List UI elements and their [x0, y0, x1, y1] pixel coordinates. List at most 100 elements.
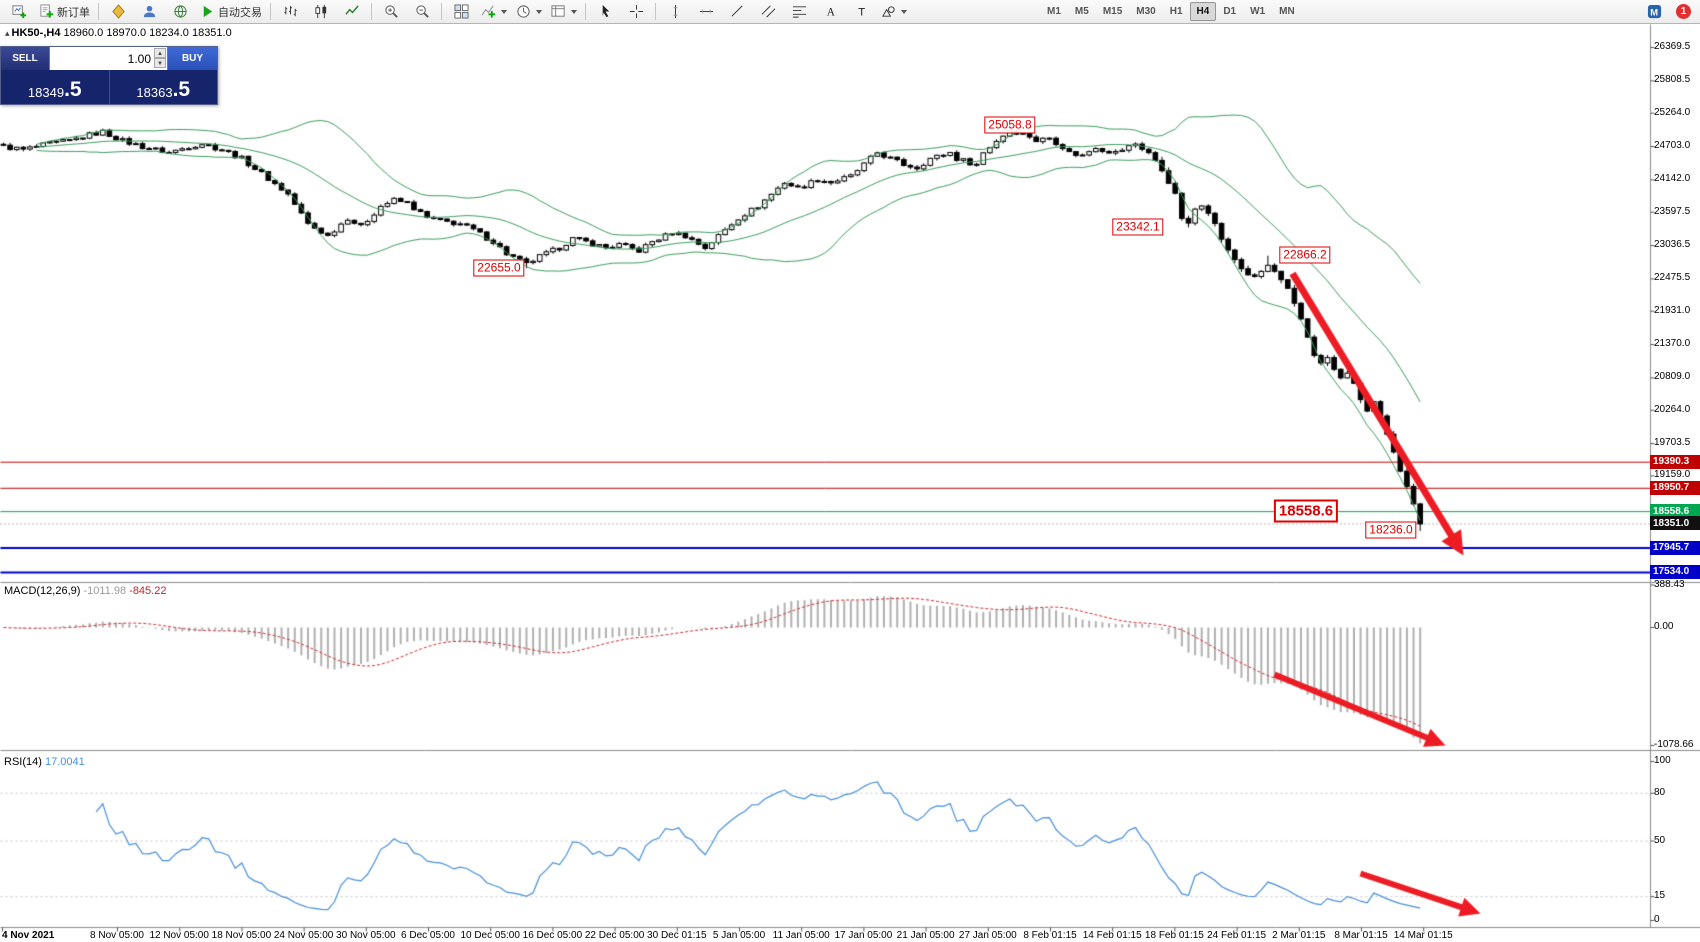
community-button[interactable]: M [1639, 1, 1669, 23]
time-axis-label: 21 Jan 05:00 [896, 930, 955, 941]
periods-button[interactable] [512, 1, 546, 23]
timeframe-h1-button[interactable]: H1 [1169, 6, 1183, 17]
community-icon: M [1647, 4, 1662, 19]
zoom-out-icon [415, 4, 430, 19]
price-axis-value: 20809.0 [1654, 371, 1691, 383]
svg-text:T: T [858, 6, 865, 18]
trendline-tool-button[interactable] [722, 1, 752, 23]
zoom-out-button[interactable] [407, 1, 437, 23]
strategy-tester-button[interactable] [165, 1, 195, 23]
new-chart-button[interactable] [4, 1, 34, 23]
dropdown-caret-icon [901, 9, 907, 14]
time-axis-label: 27 Jan 05:00 [958, 930, 1017, 941]
price-flag: 23342.1 [1112, 218, 1164, 236]
timeframe-h4-button[interactable]: H4 [1189, 2, 1217, 21]
crosshair-tool-button[interactable] [621, 1, 651, 23]
buy-price-big: .5 [172, 78, 191, 101]
shapes-icon [881, 4, 896, 19]
time-axis-label: 6 Dec 05:00 [401, 930, 455, 941]
chart-canvas[interactable] [0, 24, 1700, 942]
bar-chart-mode-button[interactable] [275, 1, 305, 23]
notification-badge[interactable]: 1 [1676, 4, 1691, 19]
timeframe-d1-button[interactable]: D1 [1223, 6, 1237, 17]
volume-increase-button[interactable]: ▲ [154, 48, 166, 58]
horizontal-line-tool-button[interactable] [691, 1, 721, 23]
templates-button[interactable] [547, 1, 581, 23]
shapes-tool-button[interactable] [877, 1, 911, 23]
symbol-period-label: HK50-,H4 [11, 27, 61, 39]
price-axis-value: 24703.0 [1654, 140, 1691, 152]
timeframe-m30-button[interactable]: M30 [1136, 6, 1156, 17]
price-tag: 18351.0 [1650, 516, 1700, 531]
macd-name: MACD(12,26,9) [4, 585, 81, 597]
time-axis-label: 16 Dec 05:00 [522, 930, 583, 941]
time-axis-label: 4 Nov 2021 [2, 930, 55, 941]
rsi-axis-value: 15 [1654, 890, 1666, 902]
rsi-name: RSI(14) [4, 756, 42, 768]
person-icon [142, 4, 157, 19]
tiles-icon [453, 4, 469, 19]
svg-text:A: A [826, 6, 835, 18]
chart-plus-icon [11, 4, 27, 19]
macd-axis-value: 0.00 [1654, 621, 1674, 632]
order-icon [39, 4, 54, 19]
buy-price-button[interactable]: 18363.5 [110, 70, 218, 104]
time-axis-label: 22 Dec 05:00 [584, 930, 645, 941]
fibo-icon [792, 4, 807, 19]
cursor-tool-button[interactable] [590, 1, 620, 23]
rsi-axis-value: 0 [1654, 914, 1660, 925]
buy-price-base: 18363 [136, 85, 173, 100]
toolbar-separator [585, 3, 586, 20]
volume-value: 1.00 [127, 51, 151, 66]
market-watch-button[interactable] [103, 1, 133, 23]
dropdown-caret-icon [536, 9, 542, 14]
sell-price-big: .5 [64, 78, 82, 101]
timeframe-mn-button[interactable]: MN [1279, 6, 1295, 17]
buy-button[interactable]: BUY [168, 47, 217, 70]
trade-panel-price-row: 18349.5 18363.5 [1, 70, 217, 104]
timeframe-w1-button[interactable]: W1 [1250, 6, 1266, 17]
time-axis-label: 14 Mar 01:15 [1393, 930, 1453, 941]
rsi-header: RSI(14) 17.0041 [4, 756, 85, 768]
time-axis-label: 2 Mar 01:15 [1272, 930, 1326, 941]
price-axis-value: 25264.0 [1654, 106, 1691, 118]
text-tool-button[interactable]: A [815, 1, 845, 23]
price-axis-value: 21931.0 [1654, 304, 1691, 316]
symbol-icon: ▴ [5, 28, 10, 38]
volume-decrease-button[interactable]: ▼ [154, 58, 166, 68]
toolbar-separator [98, 3, 99, 20]
toolbar-separator [270, 3, 271, 20]
diamond-icon [111, 4, 126, 19]
time-axis-label: 30 Nov 05:00 [336, 930, 396, 941]
vertical-line-tool-button[interactable] [660, 1, 690, 23]
trade-panel-top-row: SELL 1.00 ▲ ▼ BUY [1, 47, 217, 70]
fibonacci-tool-button[interactable] [784, 1, 814, 23]
top-toolbar: 新订单 自动交易 A T M1 M5 M15 M30 H1 H4 D1 W1 MN M 1 [0, 0, 1700, 24]
candle-chart-mode-button[interactable] [306, 1, 336, 23]
timeframe-m5-button[interactable]: M5 [1074, 6, 1089, 17]
data-window-button[interactable] [134, 1, 164, 23]
price-flag: 22866.2 [1279, 246, 1331, 264]
toolbar-separator [655, 3, 656, 20]
channel-tool-button[interactable] [753, 1, 783, 23]
timeframe-m1-button[interactable]: M1 [1047, 6, 1061, 17]
indicators-button[interactable] [477, 1, 511, 23]
svg-text:M: M [1650, 7, 1658, 17]
new-order-button[interactable]: 新订单 [35, 1, 94, 23]
price-tag: 19390.3 [1650, 454, 1700, 469]
timeframe-m15-button[interactable]: M15 [1102, 6, 1123, 17]
auto-trading-button[interactable]: 自动交易 [196, 1, 266, 23]
zoom-in-button[interactable] [376, 1, 406, 23]
time-axis-label: 8 Mar 01:15 [1334, 930, 1388, 941]
timeframe-group: M1 M5 M15 M30 H1 H4 D1 W1 MN [1040, 2, 1302, 21]
textA-icon: A [823, 4, 838, 19]
price-axis-value: 19703.5 [1654, 437, 1691, 449]
line-chart-mode-button[interactable] [337, 1, 367, 23]
time-axis-label: 24 Nov 05:00 [273, 930, 334, 941]
sell-price-button[interactable]: 18349.5 [1, 70, 109, 104]
volume-field[interactable]: 1.00 ▲ ▼ [49, 47, 168, 70]
label-tool-button[interactable]: T [846, 1, 876, 23]
sell-button[interactable]: SELL [1, 47, 49, 70]
macd-main-value: -1011.98 [83, 585, 127, 597]
tile-windows-button[interactable] [446, 1, 476, 23]
